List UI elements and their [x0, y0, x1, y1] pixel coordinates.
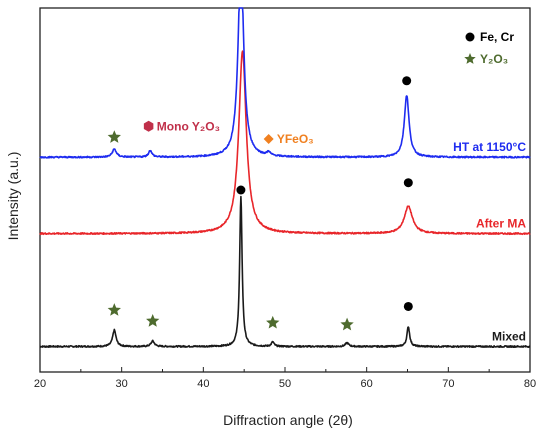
phase-annotation: YFeO₃: [277, 132, 314, 146]
series-line-1: [39, 50, 531, 236]
series-line-0: [39, 195, 531, 349]
y2o3-star-marker: [266, 315, 280, 329]
series-lines: [39, 7, 531, 349]
x-tick-label: 60: [361, 378, 373, 390]
legend-circle-icon: [465, 32, 475, 42]
x-axis-title: Diffraction angle (2θ): [223, 412, 353, 428]
plot-border: [39, 7, 531, 373]
x-axis-ticks: 20 30 40 50 60 70 80: [34, 367, 536, 390]
fe-cr-circle-marker: [403, 301, 413, 311]
fe-cr-circle-marker: [402, 76, 412, 86]
x-tick-label: 80: [524, 378, 536, 390]
x-tick-label: 50: [279, 378, 291, 390]
series-label-1: After MA: [476, 217, 526, 231]
fe-cr-circle-marker: [403, 178, 413, 188]
x-tick-label: 40: [197, 378, 209, 390]
y2o3-star-marker: [107, 130, 121, 143]
legend-label-y2o3: Y₂O₃: [480, 52, 508, 66]
series-label-0: Mixed: [492, 330, 526, 344]
x-tick-label: 20: [34, 378, 46, 390]
fe-cr-circle-marker: [236, 185, 246, 195]
peak-markers: [107, 76, 413, 331]
mono-y2o3-hexagon-marker: [143, 120, 154, 132]
plot-frame: [39, 7, 531, 373]
legend-entry-y2o3: Y₂O₃: [464, 52, 508, 66]
legend-star-icon: [464, 53, 476, 64]
legend-label-fe-cr: Fe, Cr: [480, 30, 514, 44]
y2o3-star-marker: [146, 314, 160, 327]
phase-annotation: Mono Y₂O₃: [157, 119, 220, 133]
phase-annotations: Mono Y₂O₃ YFeO₃: [157, 119, 314, 146]
series-labels: Mixed After MA HT at 1150°C: [453, 140, 526, 343]
legend: Fe, Cr Y₂O₃: [464, 30, 514, 66]
series-line-2: [39, 7, 531, 159]
x-tick-label: 30: [116, 378, 128, 390]
y-axis-title: Intensity (a.u.): [5, 152, 21, 241]
y2o3-star-marker: [107, 303, 121, 316]
x-tick-label: 70: [442, 378, 454, 390]
legend-entry-fe-cr: Fe, Cr: [465, 30, 514, 44]
series-label-2: HT at 1150°C: [453, 140, 526, 154]
yfeo3-diamond-marker: [263, 134, 274, 145]
y2o3-star-marker: [340, 317, 354, 331]
